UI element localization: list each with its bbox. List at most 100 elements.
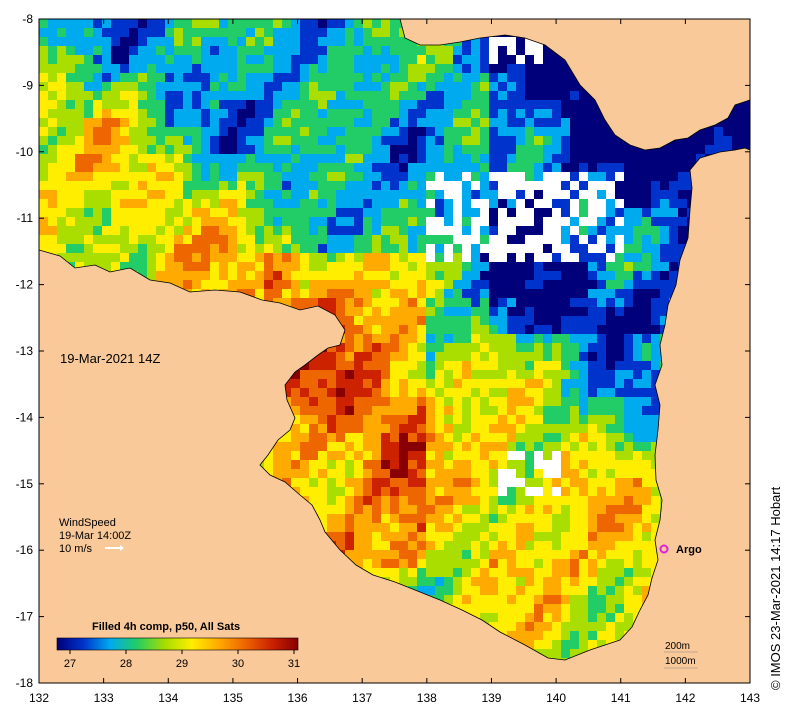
sst-cell [147, 127, 156, 136]
sst-cell [552, 424, 561, 433]
sst-cell [57, 100, 66, 109]
sst-cell [345, 244, 354, 253]
sst-cell [156, 127, 165, 136]
sst-cell [462, 415, 471, 424]
sst-cell [84, 145, 93, 154]
sst-cell [210, 127, 219, 136]
sst-cell [462, 496, 471, 505]
sst-cell [291, 280, 300, 289]
sst-cell [219, 64, 228, 73]
sst-cell [480, 496, 489, 505]
sst-cell [399, 280, 408, 289]
sst-cell [75, 235, 84, 244]
sst-cell [525, 343, 534, 352]
sst-cell [291, 145, 300, 154]
sst-cell [318, 82, 327, 91]
sst-cell [471, 487, 480, 496]
sst-cell [39, 73, 48, 82]
sst-cell [480, 307, 489, 316]
sst-cell [588, 397, 597, 406]
sst-cell [507, 433, 516, 442]
sst-cell [48, 118, 57, 127]
sst-cell [570, 190, 579, 199]
sst-cell [570, 325, 579, 334]
sst-cell [489, 289, 498, 298]
sst-cell [633, 208, 642, 217]
sst-cell [642, 190, 651, 199]
sst-cell [435, 244, 444, 253]
sst-cell [174, 91, 183, 100]
sst-cell [471, 127, 480, 136]
sst-cell [120, 100, 129, 109]
sst-cell [345, 46, 354, 55]
sst-cell [543, 406, 552, 415]
sst-cell [309, 235, 318, 244]
sst-cell [489, 46, 498, 55]
sst-cell [327, 73, 336, 82]
sst-cell [471, 325, 480, 334]
sst-cell [561, 235, 570, 244]
sst-cell [408, 469, 417, 478]
sst-cell [354, 181, 363, 190]
sst-cell [471, 100, 480, 109]
sst-cell [543, 154, 552, 163]
sst-cell [210, 163, 219, 172]
sst-cell [489, 352, 498, 361]
sst-cell [210, 172, 219, 181]
sst-cell [570, 82, 579, 91]
sst-cell [327, 235, 336, 244]
sst-cell [327, 118, 336, 127]
sst-cell [579, 523, 588, 532]
sst-cell [615, 406, 624, 415]
sst-cell [498, 496, 507, 505]
sst-cell [525, 442, 534, 451]
sst-cell [300, 262, 309, 271]
sst-cell [363, 127, 372, 136]
sst-cell [462, 406, 471, 415]
sst-cell [534, 388, 543, 397]
sst-cell [480, 433, 489, 442]
sst-cell [678, 235, 687, 244]
sst-cell [390, 568, 399, 577]
sst-cell [516, 154, 525, 163]
sst-cell [354, 541, 363, 550]
sst-cell [588, 190, 597, 199]
sst-cell [129, 19, 138, 28]
sst-cell [309, 298, 318, 307]
sst-cell [390, 100, 399, 109]
sst-cell [552, 154, 561, 163]
sst-cell [174, 19, 183, 28]
sst-cell [633, 163, 642, 172]
sst-cell [498, 118, 507, 127]
sst-cell [309, 172, 318, 181]
sst-cell [534, 487, 543, 496]
sst-cell [408, 406, 417, 415]
sst-cell [633, 397, 642, 406]
sst-cell [183, 190, 192, 199]
sst-cell [264, 109, 273, 118]
sst-cell [489, 298, 498, 307]
sst-cell [489, 100, 498, 109]
sst-cell [39, 82, 48, 91]
sst-cell [363, 415, 372, 424]
sst-cell [291, 460, 300, 469]
sst-cell [84, 208, 93, 217]
sst-cell [381, 352, 390, 361]
sst-cell [363, 208, 372, 217]
sst-cell [300, 118, 309, 127]
sst-cell [381, 73, 390, 82]
sst-cell [633, 370, 642, 379]
sst-cell [579, 469, 588, 478]
sst-cell [111, 154, 120, 163]
sst-cell [264, 451, 273, 460]
sst-cell [345, 550, 354, 559]
sst-cell [273, 442, 282, 451]
sst-cell [75, 262, 84, 271]
sst-cell [462, 442, 471, 451]
sst-cell [651, 433, 660, 442]
sst-cell [372, 568, 381, 577]
sst-cell [435, 370, 444, 379]
sst-cell [579, 262, 588, 271]
sst-cell [525, 118, 534, 127]
sst-cell [498, 298, 507, 307]
